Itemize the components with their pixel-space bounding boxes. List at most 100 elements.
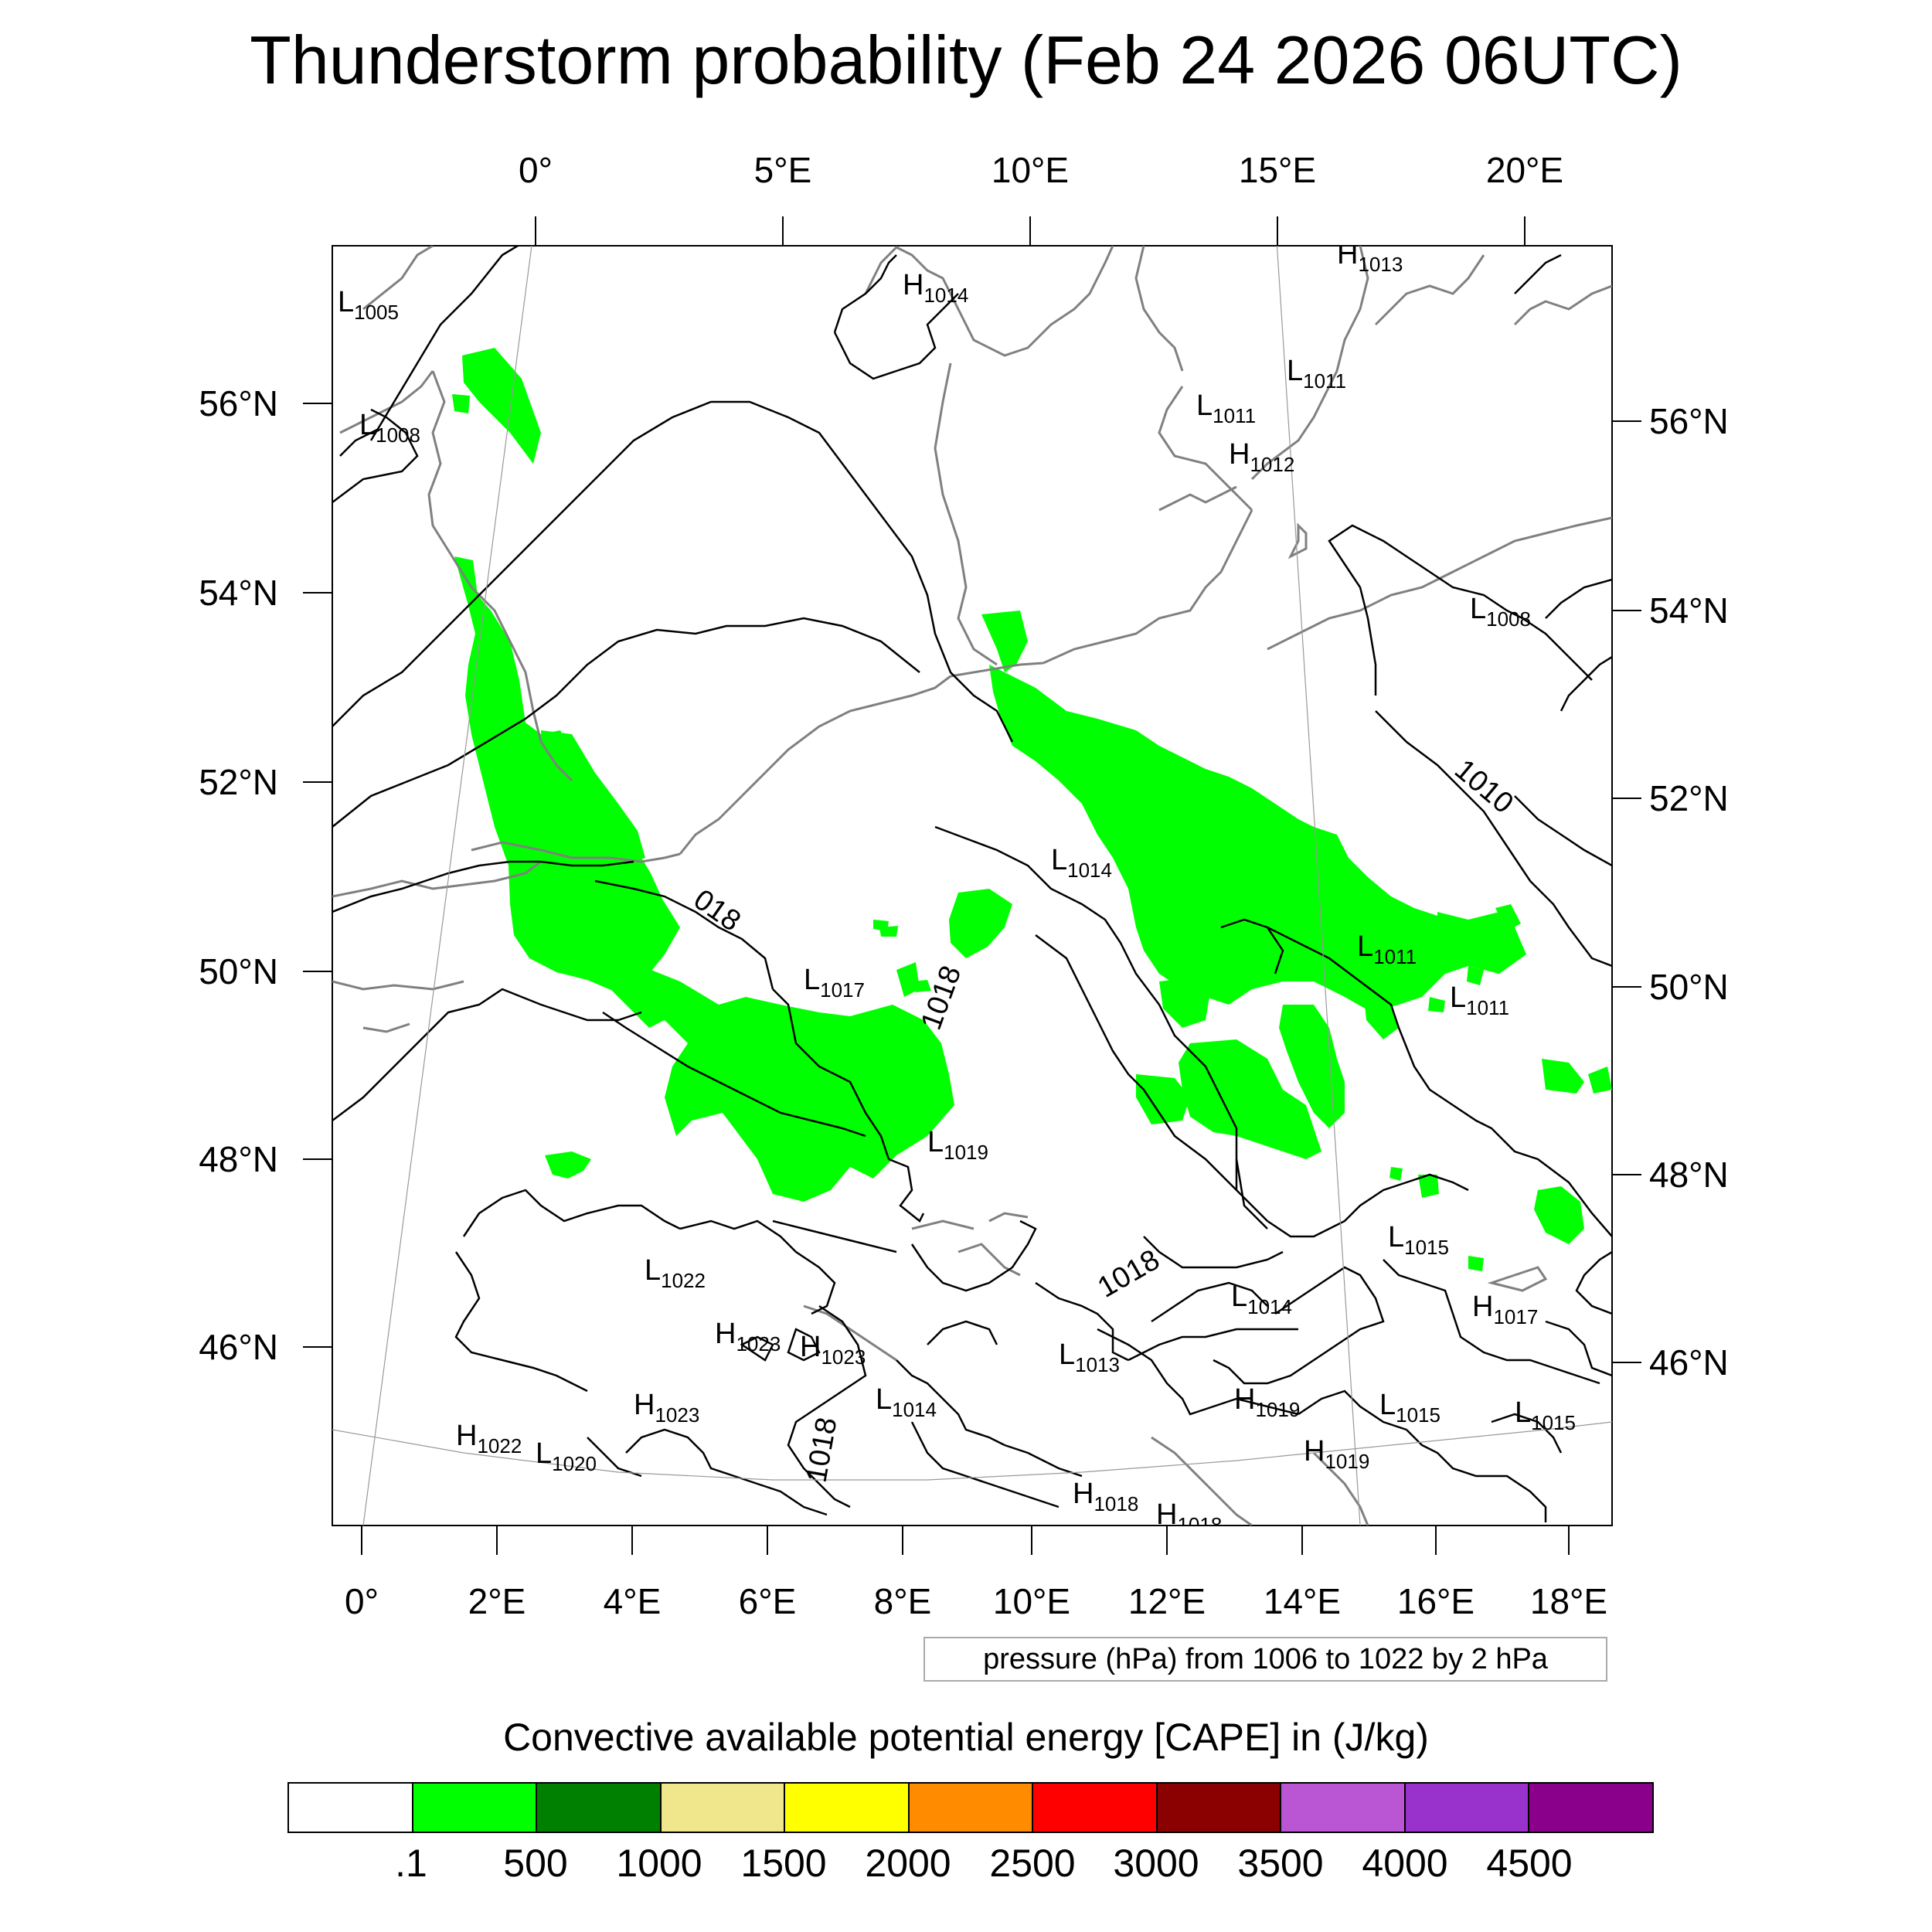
coastline [362, 246, 434, 311]
isobar [1575, 1250, 1612, 1315]
isobar [787, 1328, 821, 1362]
isobar [1298, 1389, 1407, 1431]
right-lat-label: 50°N [1649, 967, 1729, 1007]
bottom-lon-labels: 0° 2°E 4°E 6°E 8°E 10°E 12°E 14°E 16°E 1… [345, 1581, 1607, 1621]
colorbar-label: 1000 [616, 1842, 702, 1885]
isobar [1514, 795, 1612, 867]
colorbar-swatch [909, 1784, 1034, 1832]
cape-region [1542, 1059, 1584, 1094]
coastline [1043, 509, 1253, 665]
pressure-center: H1022 [456, 1420, 522, 1458]
parallel-45N [332, 1421, 1612, 1481]
coastline [427, 370, 573, 782]
isobar [888, 1158, 925, 1223]
cape-region [545, 1151, 591, 1179]
isobar [332, 617, 920, 828]
isobar [369, 246, 519, 441]
cape-region [1159, 978, 1209, 1028]
pressure-center: H1012 [1229, 438, 1294, 476]
pressure-center: H1023 [715, 1318, 781, 1355]
left-lat-label: 46°N [199, 1327, 278, 1367]
graticule [332, 246, 1612, 1526]
colorbar-label: 2000 [865, 1842, 951, 1885]
coastline [1158, 386, 1253, 512]
pressure-center: H1017 [1472, 1291, 1538, 1328]
colorbar-label: 4000 [1362, 1842, 1448, 1885]
isobar [339, 427, 379, 457]
isobar [679, 1219, 836, 1315]
pressure-center: L1008 [359, 409, 420, 447]
isobar [1545, 1320, 1612, 1377]
isobar [1545, 578, 1612, 619]
colorbar-label: 2500 [989, 1842, 1076, 1885]
isobar [1097, 1328, 1299, 1416]
left-lat-label: 50°N [199, 951, 278, 992]
colorbar-label: 1500 [740, 1842, 827, 1885]
isobar [1235, 1158, 1268, 1230]
isobar [934, 825, 1238, 1190]
meridian-15E [1276, 246, 1361, 1526]
map-title: Thunderstorm probability (Feb 24 2026 06… [250, 22, 1682, 98]
cape-region [1588, 1066, 1612, 1094]
colorbar-label: 500 [503, 1842, 568, 1885]
isobar [625, 1428, 828, 1516]
cape-region [1468, 1256, 1484, 1271]
isobar [1328, 524, 1523, 696]
isobar [1375, 710, 1612, 968]
pressure-center: L1022 [645, 1254, 706, 1292]
isobar [1143, 1236, 1284, 1269]
pressure-center: H1018 [1156, 1498, 1222, 1536]
pressure-center: L1014 [876, 1383, 937, 1421]
pressure-center: L1015 [1515, 1396, 1576, 1434]
bottom-lon-label: 16°E [1397, 1581, 1475, 1621]
cape-region [1437, 912, 1476, 947]
isobars [332, 246, 1612, 1522]
pressure-center: H1018 [1073, 1478, 1138, 1515]
colorbar-label: 4500 [1486, 1842, 1573, 1885]
pressure-center: L1019 [927, 1126, 988, 1164]
cape-region [1467, 966, 1484, 985]
top-lon-label: 20°E [1486, 150, 1563, 190]
isobar [1383, 1259, 1600, 1385]
pressure-centers: L1005 L1008 H1014 H1013 L1011 L1011 H101… [338, 246, 1576, 1536]
colorbar-swatch [785, 1784, 910, 1832]
cape-region [1495, 904, 1521, 931]
isobar [772, 1219, 897, 1253]
isobar [910, 1219, 1037, 1292]
isobar [594, 879, 774, 990]
isobar [1267, 926, 1612, 1237]
cape-region [1428, 997, 1445, 1012]
cape-region [873, 920, 889, 931]
isobar [1220, 918, 1284, 975]
pressure-center: H1019 [1304, 1435, 1369, 1473]
isobar [740, 1335, 774, 1362]
isobar [927, 1320, 998, 1345]
pressure-center: L1011 [1287, 355, 1346, 393]
pressure-center: H1023 [800, 1331, 866, 1369]
coastline [934, 362, 998, 666]
cape-region [949, 889, 1012, 958]
isobar [1267, 1173, 1469, 1238]
isobar [454, 1251, 588, 1393]
isobar [787, 1304, 867, 1509]
cape-region [896, 962, 920, 997]
pressure-center: L1011 [1357, 930, 1417, 968]
isobar [332, 408, 419, 503]
top-lon-label: 5°E [754, 150, 812, 190]
isobar [332, 860, 634, 913]
coastline [864, 246, 1114, 357]
isobar [910, 1421, 1060, 1509]
coastline [1374, 254, 1485, 326]
coastline [1487, 1266, 1548, 1292]
pressure-center: L1015 [1379, 1389, 1440, 1427]
left-lat-label: 48°N [199, 1139, 278, 1179]
colorbar-swatch [537, 1784, 662, 1832]
coastline [332, 860, 542, 898]
isobar [1128, 1328, 1298, 1362]
right-lat-label: 54°N [1649, 590, 1729, 631]
pressure-center: L1008 [1470, 593, 1531, 631]
pressure-center: L1011 [1196, 389, 1256, 427]
bottom-lon-label: 10°E [993, 1581, 1070, 1621]
bottom-lon-label: 6°E [739, 1581, 797, 1621]
